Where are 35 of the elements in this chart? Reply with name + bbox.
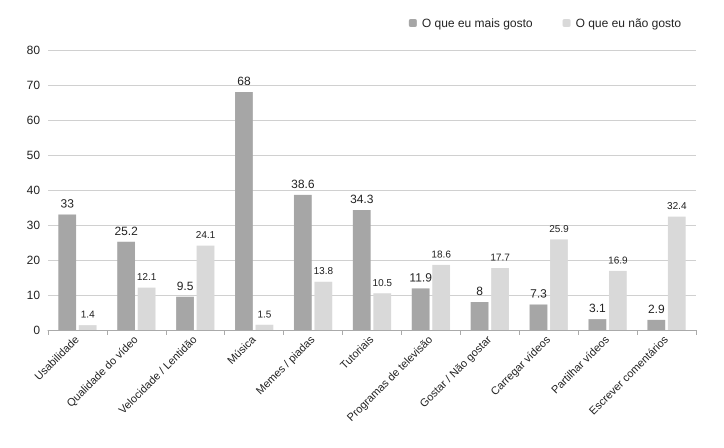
data-label: 24.1 — [196, 230, 216, 242]
data-label: 33 — [60, 196, 74, 210]
data-label: 2.9 — [648, 302, 665, 316]
y-tick-label: 70 — [26, 78, 40, 92]
data-label: 16.9 — [608, 255, 628, 266]
data-label: 68 — [237, 74, 251, 88]
y-tick-label: 10 — [26, 288, 40, 302]
bar — [78, 325, 97, 330]
y-tick-label: 0 — [33, 323, 40, 337]
y-tick-label: 40 — [26, 183, 40, 197]
data-label: 32.4 — [667, 201, 687, 212]
data-label: 1.5 — [257, 309, 272, 320]
y-tick-label: 50 — [26, 148, 40, 162]
bar — [256, 324, 274, 330]
legend-label: O que eu mais gosto — [422, 16, 533, 30]
data-label: 3.1 — [589, 301, 606, 316]
y-tick-label: 60 — [26, 113, 40, 127]
data-label: 25.2 — [114, 224, 138, 238]
data-label: 34.3 — [350, 192, 374, 206]
y-tick-label: 20 — [26, 253, 40, 267]
y-tick-label: 80 — [26, 43, 40, 57]
data-label: 11.9 — [409, 270, 432, 284]
data-label: 12.1 — [136, 272, 157, 284]
data-label: 10.5 — [372, 278, 392, 289]
data-label: 25.9 — [549, 224, 570, 235]
y-tick-label: 30 — [26, 218, 40, 232]
data-label: 7.3 — [530, 286, 548, 300]
data-label: 17.7 — [490, 252, 510, 264]
data-label: 8 — [476, 284, 484, 298]
legend-label: O que eu não gosto — [576, 16, 682, 30]
data-label: 9.5 — [176, 278, 194, 293]
data-label: 1.4 — [80, 310, 96, 321]
data-label: 18.6 — [431, 249, 452, 260]
data-label: 38.6 — [291, 176, 315, 191]
data-label: 13.8 — [314, 266, 334, 278]
